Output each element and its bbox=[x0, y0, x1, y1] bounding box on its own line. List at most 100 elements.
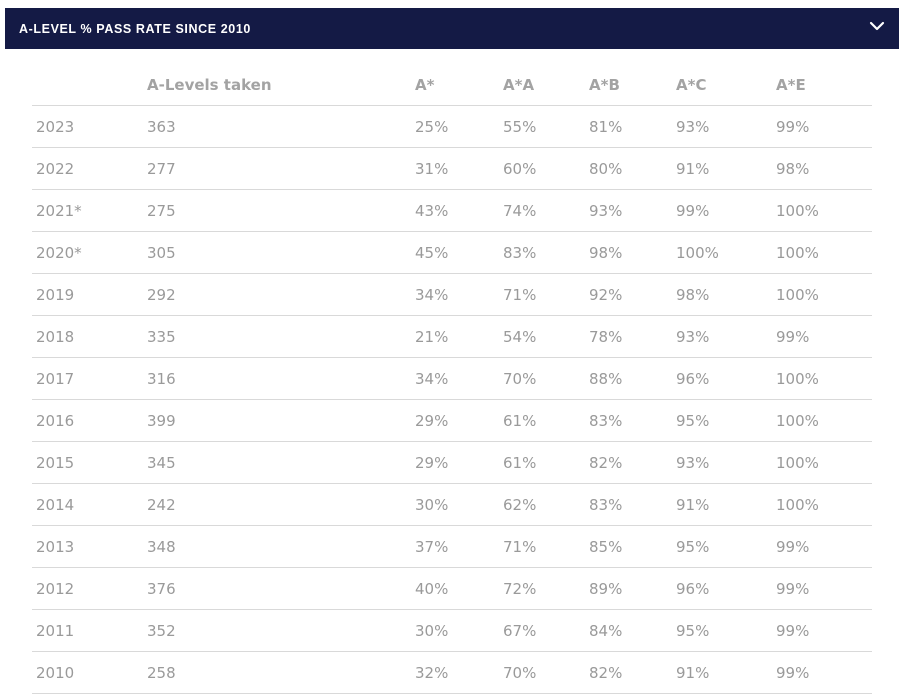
cell-a-star-b: 78% bbox=[585, 315, 672, 358]
cell-a-star-a: 62% bbox=[499, 483, 585, 526]
table-row: 2010 258 32% 70% 82% 91% 99% bbox=[32, 651, 872, 694]
cell-year: 2011 bbox=[32, 609, 143, 652]
table-row: 2021* 275 43% 74% 93% 99% 100% bbox=[32, 189, 872, 232]
cell-a-star-e: 98% bbox=[772, 147, 872, 190]
cell-a-star-a: 71% bbox=[499, 273, 585, 316]
cell-a-star: 34% bbox=[411, 357, 499, 400]
cell-year: 2010 bbox=[32, 651, 143, 694]
cell-levels-taken: 242 bbox=[143, 483, 411, 526]
cell-a-star-e: 99% bbox=[772, 105, 872, 148]
accordion-header[interactable]: A-LEVEL % PASS RATE SINCE 2010 bbox=[5, 8, 899, 49]
cell-levels-taken: 292 bbox=[143, 273, 411, 316]
table-row: 2018 335 21% 54% 78% 93% 99% bbox=[32, 315, 872, 358]
cell-a-star-c: 93% bbox=[672, 105, 772, 148]
cell-a-star-c: 99% bbox=[672, 189, 772, 232]
cell-a-star-b: 92% bbox=[585, 273, 672, 316]
cell-a-star-a: 55% bbox=[499, 105, 585, 148]
table-row: 2011 352 30% 67% 84% 95% 99% bbox=[32, 609, 872, 652]
cell-a-star-e: 100% bbox=[772, 441, 872, 484]
cell-a-star-e: 100% bbox=[772, 399, 872, 442]
cell-a-star-b: 81% bbox=[585, 105, 672, 148]
cell-a-star: 31% bbox=[411, 147, 499, 190]
cell-a-star: 32% bbox=[411, 651, 499, 694]
cell-a-star-c: 96% bbox=[672, 357, 772, 400]
cell-a-star-b: 82% bbox=[585, 651, 672, 694]
cell-a-star-e: 99% bbox=[772, 609, 872, 652]
cell-a-star: 29% bbox=[411, 441, 499, 484]
cell-a-star: 34% bbox=[411, 273, 499, 316]
cell-levels-taken: 352 bbox=[143, 609, 411, 652]
cell-year: 2021* bbox=[32, 189, 143, 232]
cell-a-star-c: 98% bbox=[672, 273, 772, 316]
cell-a-star-a: 83% bbox=[499, 231, 585, 274]
cell-a-star-e: 99% bbox=[772, 525, 872, 568]
cell-a-star-e: 100% bbox=[772, 231, 872, 274]
cell-a-star-c: 91% bbox=[672, 483, 772, 526]
cell-year: 2018 bbox=[32, 315, 143, 358]
cell-a-star: 43% bbox=[411, 189, 499, 232]
cell-year: 2014 bbox=[32, 483, 143, 526]
cell-a-star-a: 74% bbox=[499, 189, 585, 232]
table-row: 2016 399 29% 61% 83% 95% 100% bbox=[32, 399, 872, 442]
table-row: 2023 363 25% 55% 81% 93% 99% bbox=[32, 105, 872, 148]
cell-year: 2015 bbox=[32, 441, 143, 484]
cell-a-star-a: 67% bbox=[499, 609, 585, 652]
cell-levels-taken: 305 bbox=[143, 231, 411, 274]
cell-a-star-b: 98% bbox=[585, 231, 672, 274]
cell-a-star-a: 61% bbox=[499, 441, 585, 484]
table-header-row: A-Levels taken A* A*A A*B A*C A*E bbox=[32, 64, 872, 106]
cell-a-star-b: 82% bbox=[585, 441, 672, 484]
header-a-star-b: A*B bbox=[585, 64, 672, 106]
cell-a-star-b: 89% bbox=[585, 567, 672, 610]
cell-year: 2013 bbox=[32, 525, 143, 568]
cell-levels-taken: 275 bbox=[143, 189, 411, 232]
cell-a-star-a: 70% bbox=[499, 651, 585, 694]
cell-a-star-c: 96% bbox=[672, 567, 772, 610]
cell-a-star-a: 60% bbox=[499, 147, 585, 190]
cell-a-star-a: 61% bbox=[499, 399, 585, 442]
cell-year: 2016 bbox=[32, 399, 143, 442]
cell-a-star-e: 99% bbox=[772, 651, 872, 694]
table-row: 2015 345 29% 61% 82% 93% 100% bbox=[32, 441, 872, 484]
cell-a-star-c: 91% bbox=[672, 651, 772, 694]
cell-year: 2020* bbox=[32, 231, 143, 274]
table-row: 2014 242 30% 62% 83% 91% 100% bbox=[32, 483, 872, 526]
cell-a-star-b: 88% bbox=[585, 357, 672, 400]
cell-a-star-b: 83% bbox=[585, 399, 672, 442]
cell-year: 2017 bbox=[32, 357, 143, 400]
cell-levels-taken: 363 bbox=[143, 105, 411, 148]
header-a-star-e: A*E bbox=[772, 64, 872, 106]
header-a-star: A* bbox=[411, 64, 499, 106]
cell-a-star-c: 95% bbox=[672, 525, 772, 568]
cell-a-star-c: 93% bbox=[672, 441, 772, 484]
table-row: 2017 316 34% 70% 88% 96% 100% bbox=[32, 357, 872, 400]
cell-year: 2012 bbox=[32, 567, 143, 610]
cell-levels-taken: 258 bbox=[143, 651, 411, 694]
cell-a-star-a: 54% bbox=[499, 315, 585, 358]
cell-a-star-e: 100% bbox=[772, 357, 872, 400]
cell-a-star-c: 100% bbox=[672, 231, 772, 274]
cell-levels-taken: 376 bbox=[143, 567, 411, 610]
table-row: 2019 292 34% 71% 92% 98% 100% bbox=[32, 273, 872, 316]
header-year bbox=[32, 64, 143, 106]
cell-levels-taken: 277 bbox=[143, 147, 411, 190]
cell-a-star-c: 95% bbox=[672, 609, 772, 652]
cell-a-star-c: 95% bbox=[672, 399, 772, 442]
chevron-down-icon[interactable] bbox=[869, 20, 885, 32]
cell-a-star-e: 99% bbox=[772, 567, 872, 610]
cell-a-star: 25% bbox=[411, 105, 499, 148]
cell-a-star: 30% bbox=[411, 609, 499, 652]
cell-a-star-e: 99% bbox=[772, 315, 872, 358]
cell-a-star: 30% bbox=[411, 483, 499, 526]
cell-year: 2022 bbox=[32, 147, 143, 190]
table-row: 2013 348 37% 71% 85% 95% 99% bbox=[32, 525, 872, 568]
cell-a-star-e: 100% bbox=[772, 189, 872, 232]
cell-a-star-b: 80% bbox=[585, 147, 672, 190]
cell-a-star-a: 70% bbox=[499, 357, 585, 400]
table-row: 2020* 305 45% 83% 98% 100% 100% bbox=[32, 231, 872, 274]
table-row: 2022 277 31% 60% 80% 91% 98% bbox=[32, 147, 872, 190]
cell-a-star: 37% bbox=[411, 525, 499, 568]
cell-a-star-c: 91% bbox=[672, 147, 772, 190]
cell-a-star: 40% bbox=[411, 567, 499, 610]
cell-a-star-b: 83% bbox=[585, 483, 672, 526]
